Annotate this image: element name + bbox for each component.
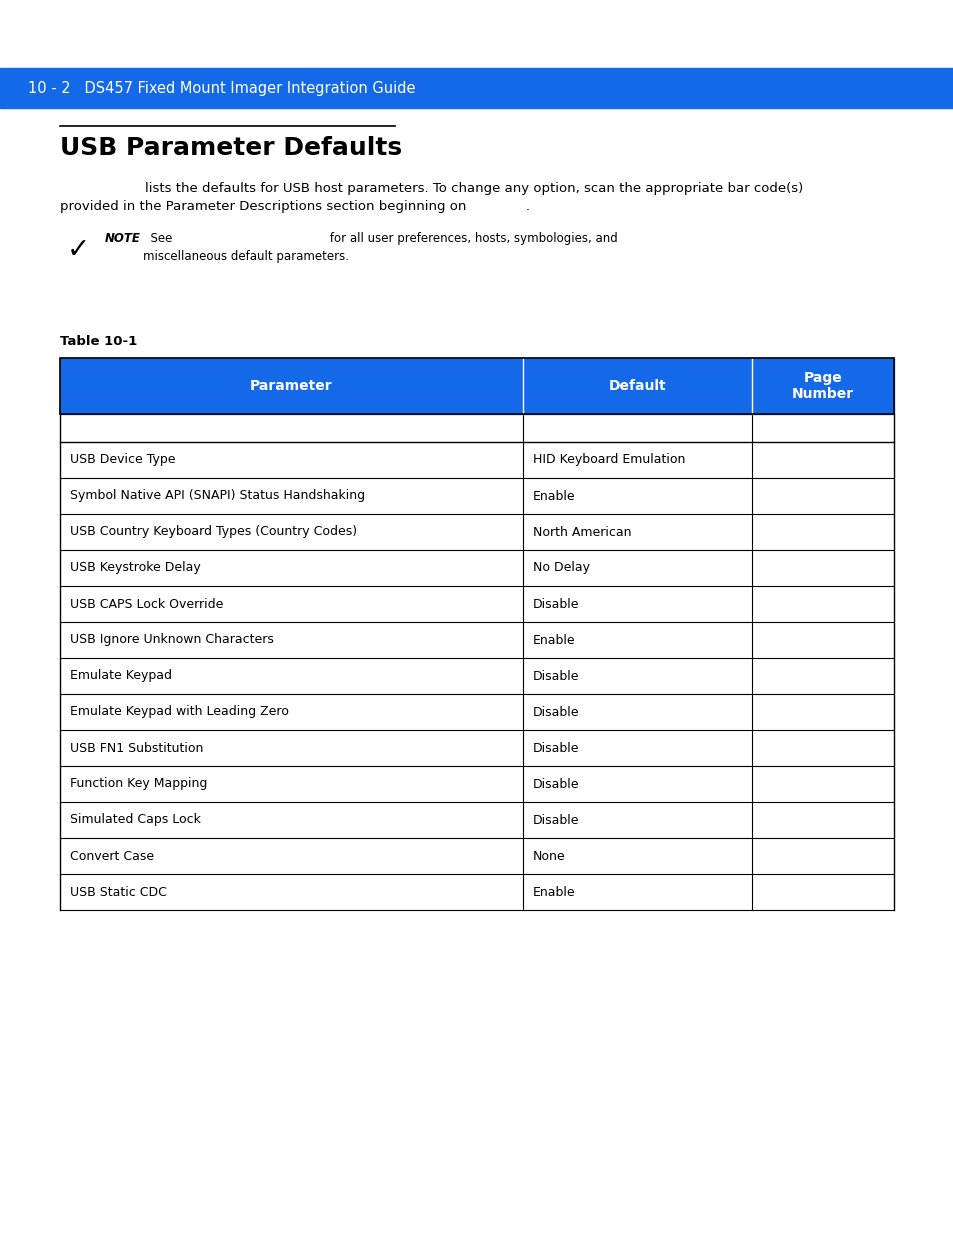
Text: Disable: Disable	[533, 598, 578, 610]
Text: None: None	[533, 850, 565, 862]
Text: Emulate Keypad with Leading Zero: Emulate Keypad with Leading Zero	[70, 705, 289, 719]
Bar	[0, 68, 953, 107]
Text: USB CAPS Lock Override: USB CAPS Lock Override	[70, 598, 223, 610]
Text: miscellaneous default parameters.: miscellaneous default parameters.	[143, 249, 349, 263]
Text: Emulate Keypad: Emulate Keypad	[70, 669, 172, 683]
Bar	[60, 358, 893, 414]
Text: Convert Case: Convert Case	[70, 850, 154, 862]
Text: Parameter: Parameter	[250, 379, 333, 393]
Text: Enable: Enable	[533, 885, 575, 899]
Text: Default: Default	[608, 379, 665, 393]
Text: 10 - 2   DS457 Fixed Mount Imager Integration Guide: 10 - 2 DS457 Fixed Mount Imager Integrat…	[28, 80, 416, 95]
Bar	[60, 358, 893, 414]
Text: USB Static CDC: USB Static CDC	[70, 885, 167, 899]
Text: provided in the Parameter Descriptions section beginning on              .: provided in the Parameter Descriptions s…	[60, 200, 530, 212]
Text: Simulated Caps Lock: Simulated Caps Lock	[70, 814, 201, 826]
Text: Function Key Mapping: Function Key Mapping	[70, 778, 207, 790]
Text: USB Country Keyboard Types (Country Codes): USB Country Keyboard Types (Country Code…	[70, 526, 356, 538]
Text: See                                          for all user preferences, hosts, sy: See for all user preferences, hosts, sy	[143, 232, 618, 245]
Text: Symbol Native API (SNAPI) Status Handshaking: Symbol Native API (SNAPI) Status Handsha…	[70, 489, 365, 503]
Text: Disable: Disable	[533, 669, 578, 683]
Text: USB Ignore Unknown Characters: USB Ignore Unknown Characters	[70, 634, 274, 646]
Text: HID Keyboard Emulation: HID Keyboard Emulation	[533, 453, 684, 467]
Text: NOTE: NOTE	[105, 232, 141, 245]
Text: Table 10-1: Table 10-1	[60, 335, 137, 348]
Text: Page
Number: Page Number	[791, 370, 853, 401]
Text: No Delay: No Delay	[533, 562, 589, 574]
Text: Disable: Disable	[533, 741, 578, 755]
Text: Enable: Enable	[533, 489, 575, 503]
Text: Disable: Disable	[533, 814, 578, 826]
Text: lists the defaults for USB host parameters. To change any option, scan the appro: lists the defaults for USB host paramete…	[60, 182, 802, 195]
Text: ✓: ✓	[67, 236, 90, 264]
Text: Enable: Enable	[533, 634, 575, 646]
Text: Disable: Disable	[533, 778, 578, 790]
Text: USB Keystroke Delay: USB Keystroke Delay	[70, 562, 200, 574]
Text: Disable: Disable	[533, 705, 578, 719]
Text: USB Device Type: USB Device Type	[70, 453, 175, 467]
Text: USB FN1 Substitution: USB FN1 Substitution	[70, 741, 203, 755]
Text: USB Parameter Defaults: USB Parameter Defaults	[60, 136, 402, 161]
Text: North American: North American	[533, 526, 631, 538]
